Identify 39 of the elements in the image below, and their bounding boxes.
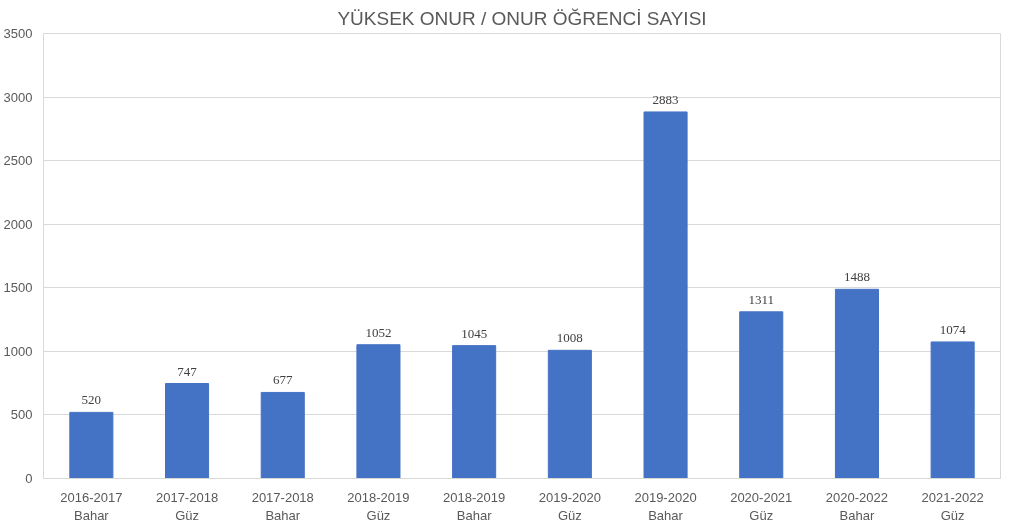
- data-label: 2883: [652, 91, 679, 107]
- y-tick-label: 3500: [3, 26, 33, 41]
- bar: [356, 344, 401, 479]
- bar: [260, 391, 305, 479]
- x-tick-label: 2019-2020 Bahar: [634, 489, 697, 523]
- x-tick-label: 2018-2019 Bahar: [443, 489, 506, 523]
- y-tick-label: 2500: [3, 153, 33, 169]
- y-tick-label: 1500: [3, 280, 33, 296]
- y-tick-label: 1000: [3, 343, 33, 359]
- y-tick-label: 500: [10, 407, 33, 423]
- x-tick-label: 2020-2022 Bahar: [825, 489, 889, 523]
- data-label: 1008: [556, 330, 583, 346]
- data-label: 1074: [939, 321, 967, 337]
- x-tick-label: 2017-2018 Bahar: [251, 489, 314, 523]
- bar: [834, 288, 879, 479]
- bar: [165, 383, 210, 479]
- data-label: 677: [273, 372, 293, 388]
- data-label: 1045: [461, 325, 488, 341]
- bar: [930, 341, 975, 479]
- x-tick-label: 2021-2022 Güz: [921, 489, 984, 523]
- bar: [547, 349, 592, 479]
- x-tick-label: 2020-2021 Güz: [730, 489, 793, 523]
- x-tick-label: 2019-2020 Güz: [538, 489, 601, 523]
- data-label: 520: [81, 392, 102, 408]
- y-tick-label: 2000: [3, 216, 33, 232]
- data-label: 1052: [365, 324, 392, 340]
- y-tick-label: 3000: [3, 89, 33, 105]
- y-tick-label: 0: [25, 471, 33, 486]
- x-tick-label: 2017-2018 Güz: [155, 489, 219, 523]
- bar: [739, 311, 784, 479]
- chart-title: YÜKSEK ONUR / ONUR ÖĞRENCİ SAYISI: [337, 7, 707, 29]
- data-label: 747: [177, 363, 198, 379]
- bar: [643, 111, 688, 479]
- data-label: 1311: [748, 291, 775, 307]
- data-label: 1488: [843, 269, 870, 285]
- x-tick-label: 2016-2017 Bahar: [60, 489, 123, 523]
- bar: [69, 411, 114, 479]
- x-tick-label: 2018-2019 Güz: [347, 489, 410, 523]
- bar: [452, 345, 497, 479]
